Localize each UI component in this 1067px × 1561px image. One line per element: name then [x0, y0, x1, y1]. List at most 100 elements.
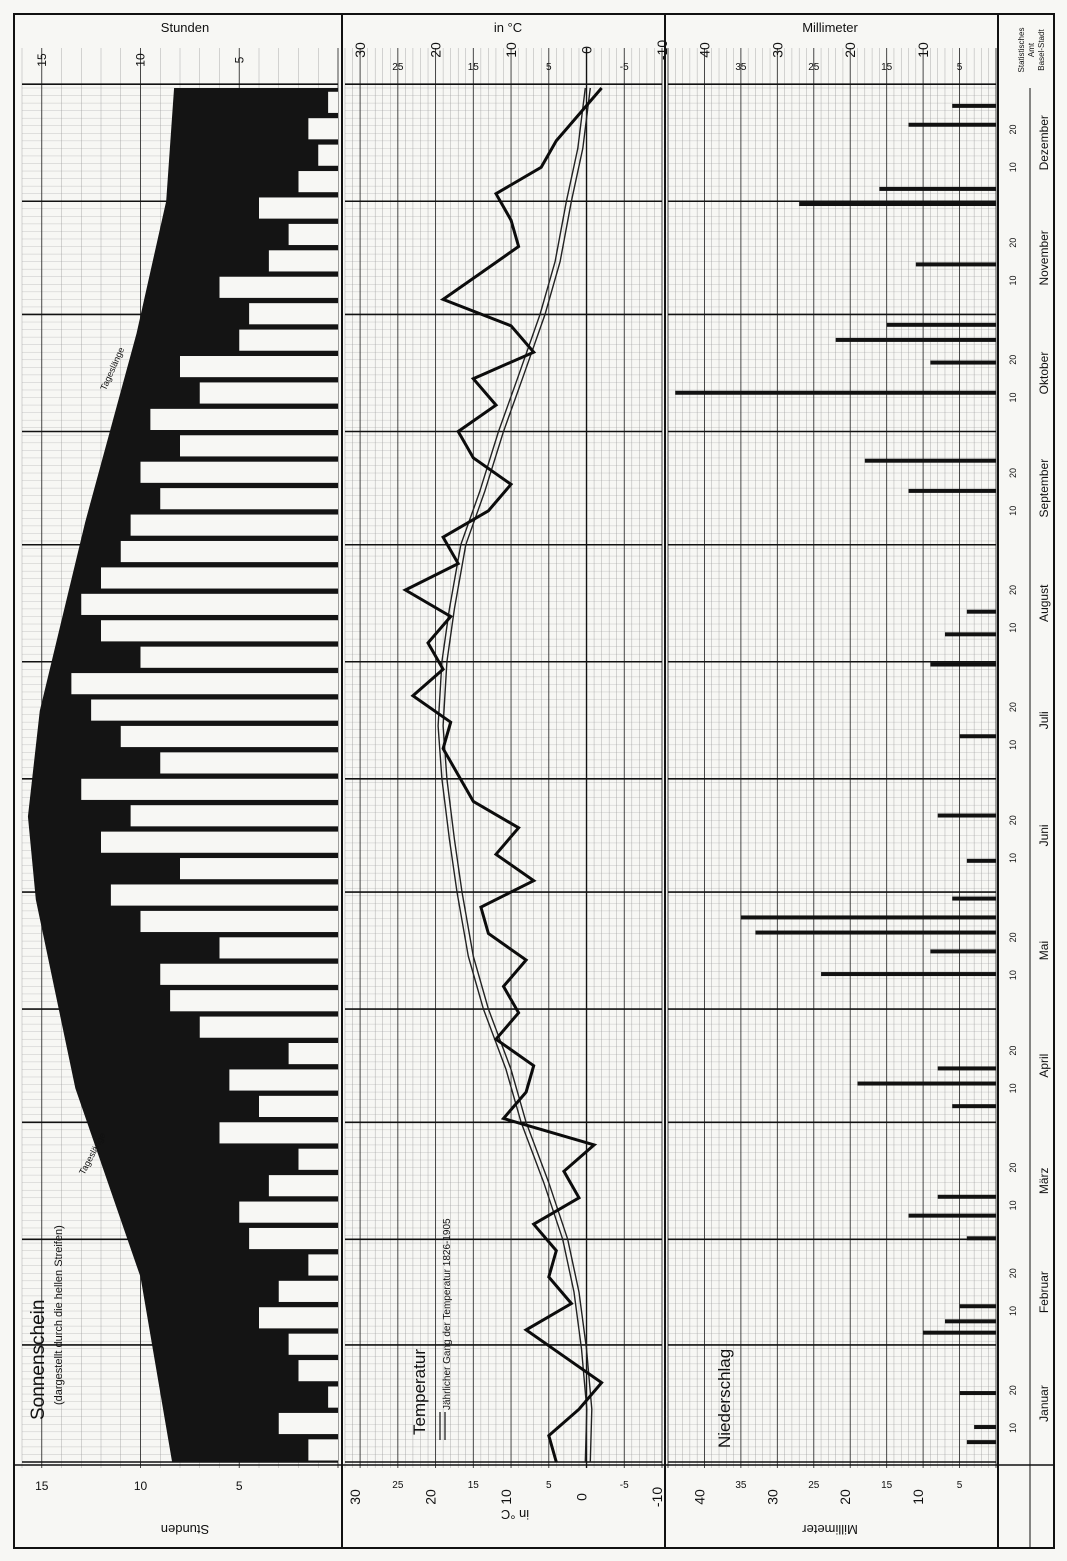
day-tick-label: 10 [1008, 853, 1018, 863]
sunshine-bar [120, 540, 338, 563]
month-label: Mai [1037, 941, 1051, 960]
month-label: November [1037, 230, 1051, 285]
precipitation-tick-label: 10 [910, 1489, 926, 1505]
precipitation-tick-label: 5 [957, 62, 963, 73]
sunshine-axis-title: Stunden [161, 20, 209, 35]
sunshine-bar [239, 1201, 338, 1223]
precipitation-bar [908, 1213, 996, 1218]
day-tick-label: 10 [1008, 393, 1018, 403]
month-label: Januar [1037, 1385, 1051, 1422]
sunshine-bar [288, 1043, 338, 1065]
sunshine-bar [140, 646, 338, 668]
precipitation-bar [937, 813, 996, 818]
temperature-tick-label: 30 [352, 42, 368, 58]
sunshine-bar [328, 91, 338, 113]
temperature-tick-label: 0 [579, 46, 595, 54]
sunshine-bar [160, 963, 338, 985]
precipitation-bar [923, 1330, 996, 1335]
temperature-tick-label: 20 [428, 42, 444, 58]
temperature-tick-label: 20 [423, 1489, 439, 1505]
day-tick-label: 20 [1008, 702, 1018, 712]
temperature-tick-label: 5 [546, 62, 552, 73]
precipitation-bar [908, 488, 996, 493]
sunshine-bar [219, 937, 338, 959]
month-label: März [1037, 1167, 1051, 1194]
day-tick-label: 20 [1008, 238, 1018, 248]
day-tick-label: 20 [1008, 815, 1018, 825]
sunshine-bar [140, 461, 338, 483]
sunshine-annotation: Tageslänge [98, 346, 126, 392]
series-mean-line [442, 87, 593, 1463]
day-tick-label: 20 [1008, 1385, 1018, 1395]
precipitation-bar [879, 186, 996, 191]
sunshine-bar [328, 1386, 338, 1408]
sunshine-bar [259, 197, 338, 219]
sunshine-bar [81, 778, 338, 800]
day-tick-label: 10 [1008, 506, 1018, 516]
precipitation-bar [821, 972, 996, 977]
month-label: Februar [1037, 1271, 1051, 1313]
precipitation-bar [886, 322, 996, 327]
precipitation-bar [937, 1194, 996, 1199]
sunshine-bar [160, 752, 338, 774]
sunshine-bar [298, 1148, 338, 1170]
sunshine-bar [101, 831, 338, 853]
precipitation-tick-label: 10 [915, 42, 931, 58]
day-tick-label: 10 [1008, 740, 1018, 750]
sunshine-bar [249, 1227, 338, 1250]
precipitation-bar [974, 1425, 996, 1430]
temperature-tick-label: 10 [503, 42, 519, 58]
sunshine-bar [308, 1254, 338, 1276]
sunshine-bar [81, 593, 338, 615]
sunshine-bar [288, 1333, 338, 1355]
precipitation-bar [944, 1319, 996, 1324]
sunshine-bar [219, 276, 338, 298]
sunshine-bar [120, 725, 338, 748]
sunshine-subtitle: (dargestellt durch die hellen Streifen) [53, 1225, 65, 1405]
precipitation-tick-label: 15 [881, 62, 893, 73]
sunshine-bar [180, 435, 338, 457]
day-tick-label: 20 [1008, 468, 1018, 478]
precipitation-tick-label: 25 [808, 1480, 820, 1491]
precipitation-bar [952, 896, 996, 901]
precipitation-bar [755, 930, 996, 935]
sunshine-bar [268, 250, 338, 272]
month-label: Juni [1037, 824, 1051, 846]
precipitation-bar [952, 1104, 996, 1109]
temperature-tick-label: 15 [468, 1480, 480, 1491]
month-label: August [1037, 584, 1051, 622]
day-length-area [27, 88, 339, 1462]
outer-frame [13, 13, 1055, 1549]
sunshine-bar [308, 118, 338, 140]
series-mean-line [437, 87, 588, 1463]
precipitation-tick-label: 40 [691, 1489, 707, 1505]
sunshine-bar [130, 805, 338, 827]
precipitation-tick-label: 30 [769, 42, 785, 58]
temperature-tick-label: -5 [620, 62, 629, 73]
sunshine-tick-label: 15 [35, 1479, 49, 1493]
day-tick-label: 20 [1008, 125, 1018, 135]
precipitation-bar [799, 202, 996, 207]
temperature-tick-label: 15 [468, 62, 480, 73]
precipitation-bar [959, 1304, 996, 1309]
sunshine-bar [219, 1122, 338, 1144]
precipitation-axis-title: Millimeter [802, 20, 858, 35]
sunshine-bar [229, 1069, 338, 1091]
sunshine-bar [199, 382, 338, 404]
sunshine-bar [180, 356, 338, 378]
day-tick-label: 10 [1008, 1423, 1018, 1433]
sunshine-bar [180, 858, 338, 880]
day-tick-label: 20 [1008, 1163, 1018, 1173]
sunshine-tick-label: 10 [134, 53, 148, 67]
sunshine-bar [150, 408, 338, 430]
temperature-tick-label: 25 [392, 1480, 404, 1491]
precipitation-bar [835, 337, 996, 342]
precipitation-tick-label: 5 [957, 1480, 963, 1491]
month-label: September [1037, 459, 1051, 518]
precipitation-bar [952, 103, 996, 108]
sunshine-bar [278, 1280, 338, 1302]
day-tick-label: 20 [1008, 1268, 1018, 1278]
sunshine-bar [298, 1360, 338, 1382]
